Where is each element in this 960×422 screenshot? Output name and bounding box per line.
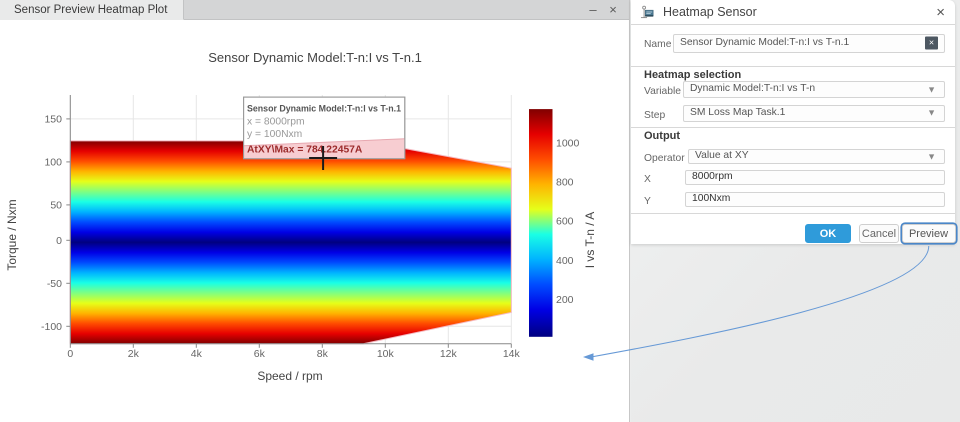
svg-text:Torque / Nxm: Torque / Nxm xyxy=(5,199,19,270)
svg-text:12k: 12k xyxy=(440,348,458,360)
svg-text:14k: 14k xyxy=(503,348,521,360)
svg-text:100: 100 xyxy=(44,157,62,169)
svg-text:2k: 2k xyxy=(128,348,140,360)
svg-text:8k: 8k xyxy=(317,348,329,360)
svg-text:-50: -50 xyxy=(47,278,62,290)
svg-text:x = 8000rpm: x = 8000rpm xyxy=(247,117,305,128)
svg-text:50: 50 xyxy=(50,200,62,212)
svg-text:10k: 10k xyxy=(377,348,395,360)
svg-text:4k: 4k xyxy=(191,348,203,360)
svg-text:y = 100Nxm: y = 100Nxm xyxy=(247,129,302,140)
svg-text:-100: -100 xyxy=(41,321,62,333)
svg-text:Speed / rpm: Speed / rpm xyxy=(257,369,322,383)
svg-text:150: 150 xyxy=(44,114,62,126)
svg-text:AtXY\Max = 784.22457A: AtXY\Max = 784.22457A xyxy=(247,145,363,156)
svg-text:0: 0 xyxy=(67,348,73,360)
svg-text:0: 0 xyxy=(56,235,62,247)
svg-text:6k: 6k xyxy=(254,348,266,360)
svg-text:Sensor Dynamic Model:T-n:l vs: Sensor Dynamic Model:T-n:l vs T-n.1 xyxy=(247,104,401,114)
